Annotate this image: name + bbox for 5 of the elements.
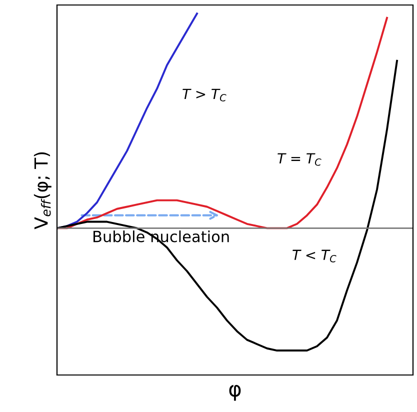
- annotation: T < T$_{C}$: [292, 250, 336, 262]
- x-axis-title: φ: [229, 384, 241, 401]
- annotation: T > T$_{C}$: [182, 88, 226, 102]
- y-axis-title: V$_{eff}$(φ; T): [34, 152, 52, 230]
- annotation: T = T$_{C}$: [278, 153, 322, 166]
